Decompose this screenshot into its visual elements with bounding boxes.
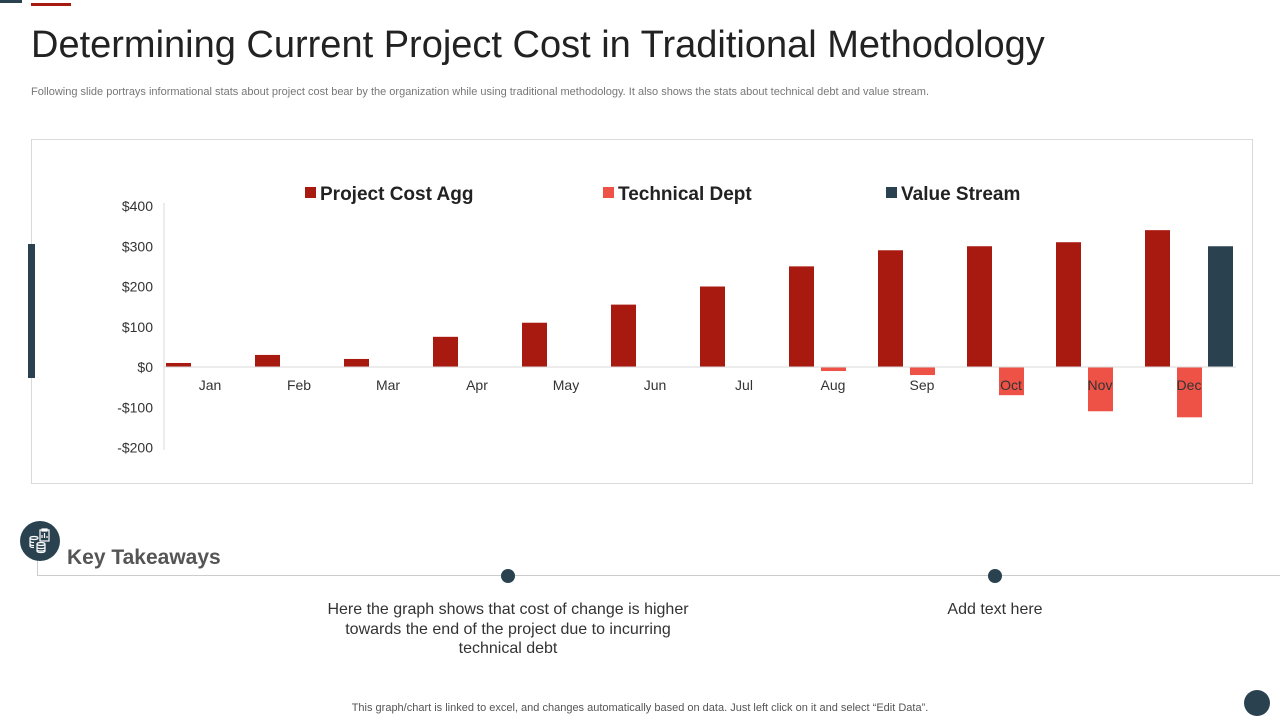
chart-container[interactable] (31, 139, 1253, 484)
left-accent-bar (28, 244, 35, 378)
takeaway-marker-1 (501, 569, 515, 583)
footer-note: This graph/chart is linked to excel, and… (351, 702, 929, 714)
coins-clipboard-icon (20, 521, 60, 561)
takeaways-connector (37, 560, 38, 576)
takeaways-divider (37, 575, 1280, 576)
title-accent-line (31, 3, 71, 6)
key-takeaways-title: Key Takeaways (67, 546, 221, 569)
page-title: Determining Current Project Cost in Trad… (31, 24, 1045, 66)
takeaway-marker-2 (988, 569, 1002, 583)
takeaway-text-2: Add text here (947, 601, 1043, 618)
corner-decoration (1244, 690, 1270, 716)
takeaway-text-1: Here the graph shows that cost of change… (327, 601, 689, 657)
top-accent-bar (0, 0, 22, 3)
page-subtitle: Following slide portrays informational s… (31, 86, 930, 98)
